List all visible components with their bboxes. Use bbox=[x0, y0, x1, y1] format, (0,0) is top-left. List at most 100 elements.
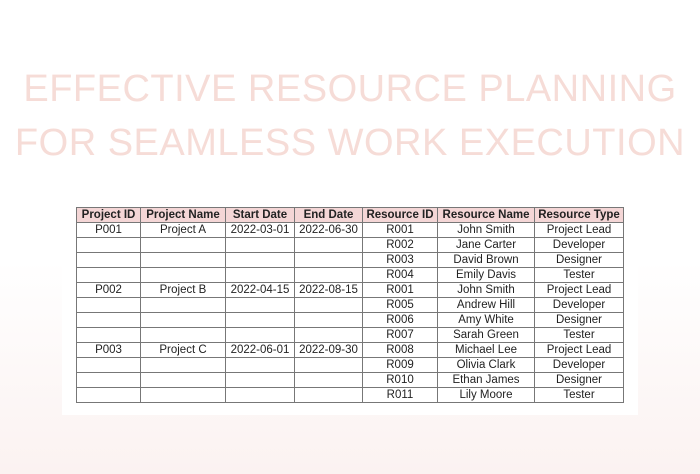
cell: R011 bbox=[362, 387, 438, 403]
cell bbox=[225, 267, 295, 283]
cell bbox=[76, 372, 141, 388]
cell: Tester bbox=[534, 267, 624, 283]
title-line: FOR SEAMLESS WORK EXECUTION bbox=[14, 122, 686, 164]
table-row: R002 Jane Carter Developer bbox=[76, 237, 624, 253]
cell: R010 bbox=[362, 372, 438, 388]
cell: Developer bbox=[534, 357, 624, 373]
cell bbox=[225, 297, 295, 313]
cell: R002 bbox=[362, 237, 438, 253]
cell: R006 bbox=[362, 312, 438, 328]
cell bbox=[140, 237, 226, 253]
cell: Michael Lee bbox=[437, 342, 535, 358]
cell bbox=[225, 312, 295, 328]
table-row: R005 Andrew Hill Developer bbox=[76, 297, 624, 313]
cell: R001 bbox=[362, 282, 438, 298]
cell: P002 bbox=[76, 282, 141, 298]
cell bbox=[140, 372, 226, 388]
cell bbox=[225, 372, 295, 388]
cell: Developer bbox=[534, 297, 624, 313]
cell: R004 bbox=[362, 267, 438, 283]
table-row: R010 Ethan James Designer bbox=[76, 372, 624, 388]
cell bbox=[294, 357, 363, 373]
cell: Jane Carter bbox=[437, 237, 535, 253]
cell: Tester bbox=[534, 327, 624, 343]
cell bbox=[76, 327, 141, 343]
cell: R009 bbox=[362, 357, 438, 373]
cell: Designer bbox=[534, 372, 624, 388]
cell bbox=[140, 357, 226, 373]
cell: Sarah Green bbox=[437, 327, 535, 343]
cell: Designer bbox=[534, 312, 624, 328]
cell: 2022-06-30 bbox=[294, 222, 363, 238]
cell bbox=[76, 357, 141, 373]
table-row: R011 Lily Moore Tester bbox=[76, 387, 624, 403]
header-cell: Project ID bbox=[76, 207, 141, 223]
cell bbox=[225, 237, 295, 253]
table-row: R004 Emily Davis Tester bbox=[76, 267, 624, 283]
cell: Emily Davis bbox=[437, 267, 535, 283]
cell bbox=[225, 327, 295, 343]
cell: Project B bbox=[140, 282, 226, 298]
cell: Project Lead bbox=[534, 222, 624, 238]
cell: Project Lead bbox=[534, 282, 624, 298]
cell bbox=[294, 237, 363, 253]
cell bbox=[294, 297, 363, 313]
cell bbox=[76, 312, 141, 328]
cell bbox=[294, 267, 363, 283]
table-row: P003 Project C 2022-06-01 2022-09-30 R008 Mic… bbox=[76, 342, 624, 358]
cell: Project A bbox=[140, 222, 226, 238]
cell bbox=[294, 327, 363, 343]
header-cell: Start Date bbox=[225, 207, 295, 223]
cell bbox=[140, 267, 226, 283]
cell: 2022-08-15 bbox=[294, 282, 363, 298]
cell: John Smith bbox=[437, 222, 535, 238]
cell bbox=[76, 267, 141, 283]
cell: Olivia Clark bbox=[437, 357, 535, 373]
cell bbox=[76, 252, 141, 268]
cell: 2022-04-15 bbox=[225, 282, 295, 298]
cell: John Smith bbox=[437, 282, 535, 298]
cell: Designer bbox=[534, 252, 624, 268]
cell bbox=[294, 387, 363, 403]
cell bbox=[294, 372, 363, 388]
cell: R001 bbox=[362, 222, 438, 238]
cell bbox=[140, 387, 226, 403]
cell bbox=[225, 357, 295, 373]
header-cell: Resource Name bbox=[437, 207, 535, 223]
cell: P001 bbox=[76, 222, 141, 238]
cell bbox=[225, 387, 295, 403]
cell: R005 bbox=[362, 297, 438, 313]
table-row: R006 Amy White Designer bbox=[76, 312, 624, 328]
cell: Ethan James bbox=[437, 372, 535, 388]
cell: R003 bbox=[362, 252, 438, 268]
table-row: P002 Project B 2022-04-15 2022-08-15 R001 Joh… bbox=[76, 282, 624, 298]
cell bbox=[225, 252, 295, 268]
table-row: R003 David Brown Designer bbox=[76, 252, 624, 268]
cell bbox=[140, 297, 226, 313]
cell: Tester bbox=[534, 387, 624, 403]
title-line: EFFECTIVE RESOURCE PLANNING bbox=[23, 68, 677, 110]
cell bbox=[294, 252, 363, 268]
cell: R008 bbox=[362, 342, 438, 358]
cell bbox=[294, 312, 363, 328]
header-cell: End Date bbox=[294, 207, 363, 223]
cell: P003 bbox=[76, 342, 141, 358]
cell bbox=[140, 252, 226, 268]
table-row: R009 Olivia Clark Developer bbox=[76, 357, 624, 373]
cell bbox=[140, 327, 226, 343]
cell: Lily Moore bbox=[437, 387, 535, 403]
header-cell: Resource Type bbox=[534, 207, 624, 223]
cell: Project Lead bbox=[534, 342, 624, 358]
table-row: R007 Sarah Green Tester bbox=[76, 327, 624, 343]
table-row: P001 Project A 2022-03-01 2022-06-30 R001 Joh… bbox=[76, 222, 624, 238]
cell: R007 bbox=[362, 327, 438, 343]
cell: Project C bbox=[140, 342, 226, 358]
header-row: Project ID Project Name Start Date End Date… bbox=[76, 207, 624, 223]
cell bbox=[76, 387, 141, 403]
cell: 2022-03-01 bbox=[225, 222, 295, 238]
cell: Developer bbox=[534, 237, 624, 253]
cell: David Brown bbox=[437, 252, 535, 268]
cell: Amy White bbox=[437, 312, 535, 328]
cell: 2022-06-01 bbox=[225, 342, 295, 358]
